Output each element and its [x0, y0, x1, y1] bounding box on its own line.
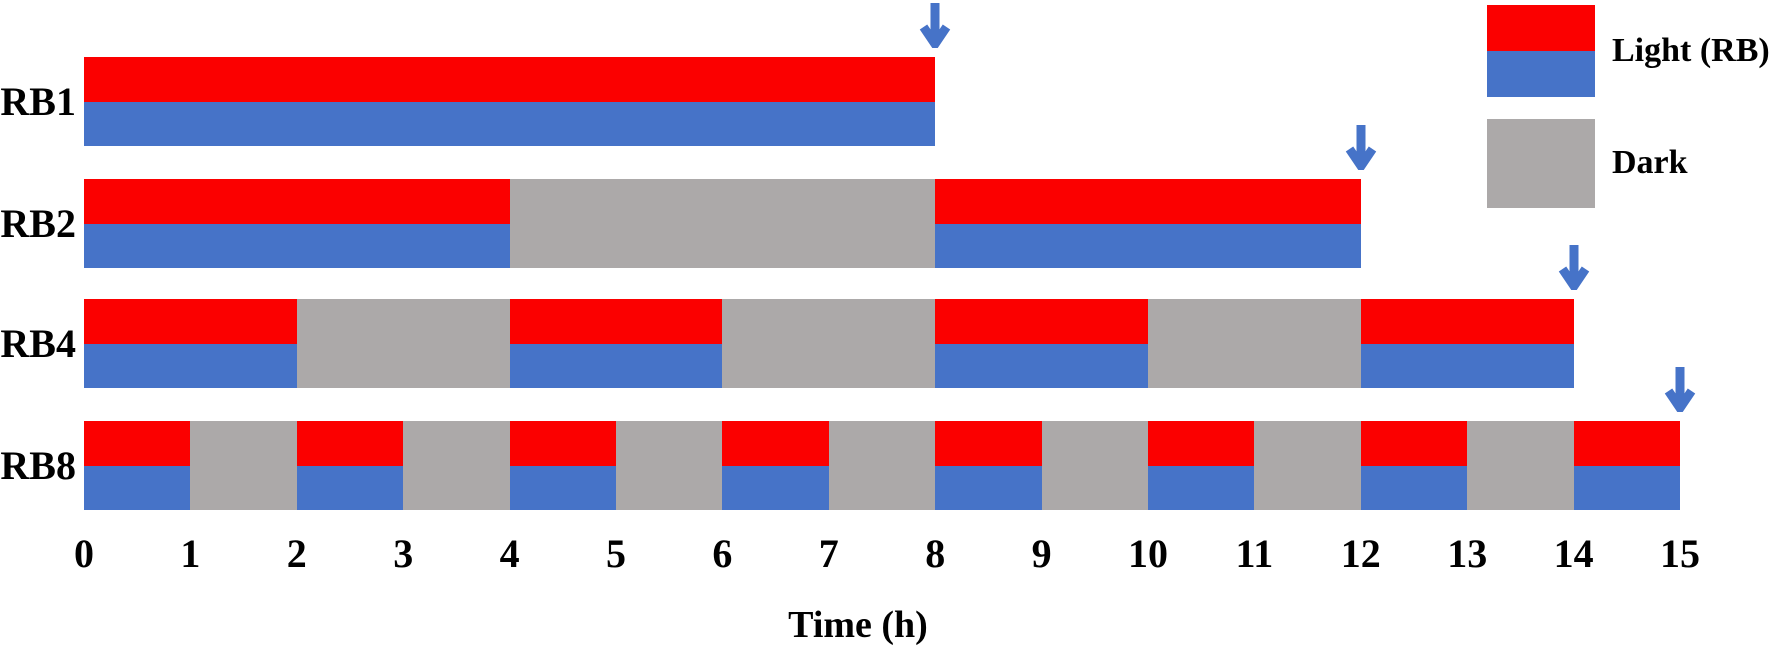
bar-segment-dark: [722, 299, 936, 388]
row-label-rb4: RB4: [0, 320, 76, 366]
row-label-rb1: RB1: [0, 78, 76, 124]
legend-swatch-light: [1487, 5, 1595, 97]
bar-segment-light: [84, 421, 191, 510]
x-tick-label-10: 10: [1128, 531, 1168, 576]
x-tick-label-12: 12: [1340, 531, 1381, 576]
bar-segment-light: [935, 299, 1148, 388]
x-tick-label-1: 1: [180, 531, 201, 576]
bar-segment-light: [296, 421, 404, 510]
bar-segment-light: [84, 299, 297, 388]
legend-light-red-half: [1487, 5, 1595, 51]
x-tick-label-11: 11: [1235, 531, 1274, 576]
down-arrow-icon: [1345, 122, 1377, 175]
bar-segment-dark: [828, 421, 936, 510]
legend-label-light: Light (RB): [1612, 32, 1770, 69]
down-arrow-icon: [1664, 364, 1696, 417]
bar-segment-light: [84, 179, 510, 268]
x-tick-label-15: 15: [1660, 531, 1700, 576]
bar-segment-dark: [1254, 421, 1361, 510]
x-tick-label-13: 13: [1447, 531, 1488, 576]
down-arrow-icon: [1558, 242, 1590, 295]
bar-segment-dark: [190, 421, 297, 510]
bar-segment-dark: [1467, 421, 1574, 510]
bar-segment-dark: [616, 421, 723, 510]
x-tick-label-8: 8: [925, 531, 946, 576]
row-label-rb2: RB2: [0, 200, 76, 246]
bar-segment-light: [722, 421, 829, 510]
x-tick-label-3: 3: [393, 531, 414, 576]
x-tick-label-14: 14: [1553, 531, 1594, 576]
bar-segment-light: [509, 299, 723, 388]
bar-segment-light: [935, 179, 1361, 268]
bar-segment-light: [509, 421, 616, 510]
bar-segment-light: [1148, 421, 1255, 510]
row-label-rb8: RB8: [0, 442, 76, 488]
legend-label-dark: Dark: [1612, 144, 1688, 181]
x-tick-label-6: 6: [712, 531, 733, 576]
bar-segment-light: [84, 57, 936, 146]
x-tick-label-0: 0: [74, 531, 94, 576]
x-tick-label-9: 9: [1031, 531, 1052, 576]
x-tick-label-5: 5: [606, 531, 626, 576]
x-tick-label-7: 7: [818, 531, 839, 576]
bar-segment-dark: [1041, 421, 1148, 510]
bar-segment-light: [935, 421, 1042, 510]
bar-segment-light: [1573, 421, 1680, 510]
x-tick-label-2: 2: [286, 531, 307, 576]
legend-swatch-dark: [1487, 119, 1595, 208]
bar-segment-dark: [296, 299, 510, 388]
bar-segment-dark: [1148, 299, 1361, 388]
bar-segment-light: [1360, 421, 1468, 510]
bar-segment-light: [1360, 299, 1574, 388]
bar-segment-dark: [509, 179, 936, 268]
x-tick-label-4: 4: [499, 531, 520, 576]
down-arrow-icon: [919, 0, 951, 53]
bar-segment-dark: [403, 421, 510, 510]
x-axis-title: Time (h): [788, 604, 928, 646]
legend-light-blue-half: [1487, 51, 1595, 97]
